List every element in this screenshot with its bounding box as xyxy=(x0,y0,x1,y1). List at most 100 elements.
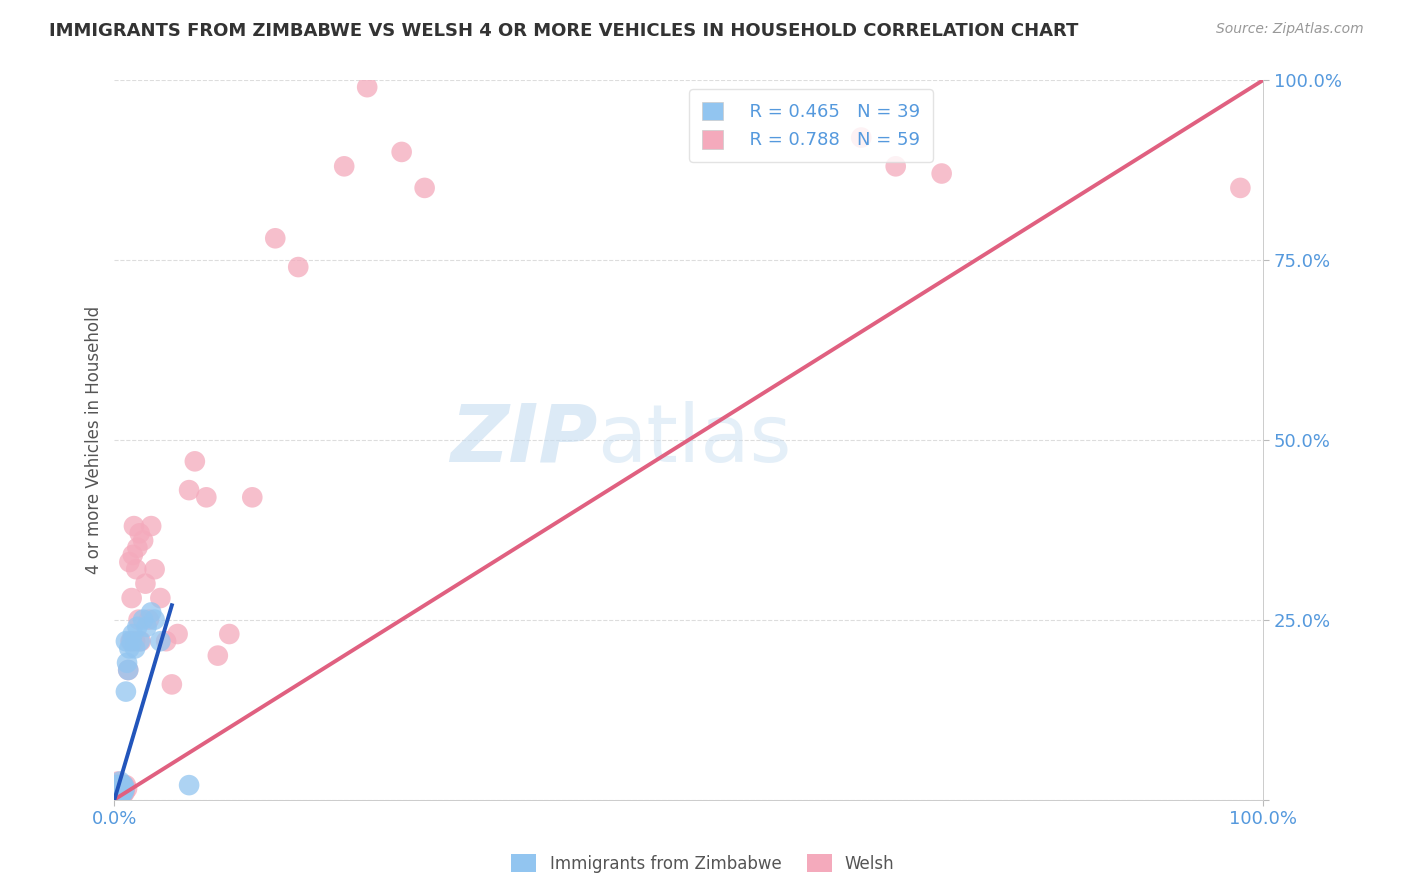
Point xyxy=(121,591,143,605)
Point xyxy=(884,159,907,173)
Point xyxy=(104,778,127,792)
Point xyxy=(108,785,131,799)
Point xyxy=(108,778,131,792)
Point xyxy=(149,634,172,648)
Point xyxy=(177,483,200,497)
Text: ZIP: ZIP xyxy=(450,401,598,479)
Point xyxy=(155,634,177,648)
Point xyxy=(287,260,309,274)
Point xyxy=(111,789,134,803)
Point xyxy=(112,785,135,799)
Point xyxy=(184,454,207,468)
Point xyxy=(105,785,128,799)
Point xyxy=(110,781,132,796)
Point xyxy=(931,167,953,181)
Text: atlas: atlas xyxy=(598,401,792,479)
Point xyxy=(127,541,149,555)
Point xyxy=(108,774,131,789)
Point xyxy=(356,80,378,95)
Y-axis label: 4 or more Vehicles in Household: 4 or more Vehicles in Household xyxy=(86,306,103,574)
Point xyxy=(115,781,138,796)
Point xyxy=(104,778,127,792)
Point xyxy=(218,627,240,641)
Point xyxy=(105,789,128,803)
Point xyxy=(134,576,156,591)
Point xyxy=(120,634,142,648)
Point xyxy=(104,781,127,796)
Point xyxy=(177,778,200,792)
Point xyxy=(118,641,141,656)
Point xyxy=(132,533,155,548)
Point xyxy=(107,781,129,796)
Point xyxy=(138,613,160,627)
Point xyxy=(110,785,132,799)
Point xyxy=(107,789,129,803)
Point xyxy=(135,620,157,634)
Point xyxy=(115,778,138,792)
Point xyxy=(108,781,131,796)
Point xyxy=(108,785,131,799)
Point xyxy=(105,778,128,792)
Point xyxy=(127,620,149,634)
Point xyxy=(107,778,129,792)
Point xyxy=(124,641,146,656)
Point xyxy=(1229,181,1251,195)
Point xyxy=(413,181,436,195)
Point xyxy=(121,634,143,648)
Point xyxy=(115,684,138,698)
Point xyxy=(105,785,128,799)
Point xyxy=(111,785,134,799)
Point xyxy=(160,677,183,691)
Text: Source: ZipAtlas.com: Source: ZipAtlas.com xyxy=(1216,22,1364,37)
Point xyxy=(105,778,128,792)
Point xyxy=(108,789,131,803)
Point xyxy=(143,562,166,576)
Point xyxy=(115,656,138,670)
Point xyxy=(124,634,146,648)
Point xyxy=(112,778,135,792)
Point xyxy=(111,778,134,792)
Point xyxy=(108,789,131,803)
Point xyxy=(112,785,135,799)
Point xyxy=(851,130,873,145)
Point xyxy=(110,785,132,799)
Point xyxy=(117,663,139,677)
Point xyxy=(117,663,139,677)
Point xyxy=(333,159,356,173)
Point xyxy=(125,562,148,576)
Point xyxy=(166,627,188,641)
Point xyxy=(107,789,129,803)
Point xyxy=(104,785,127,799)
Point xyxy=(121,548,143,562)
Point xyxy=(108,785,131,799)
Point xyxy=(195,491,218,505)
Point xyxy=(391,145,413,159)
Point xyxy=(141,606,163,620)
Point xyxy=(104,785,127,799)
Point xyxy=(264,231,287,245)
Point xyxy=(128,634,150,648)
Point xyxy=(118,555,141,569)
Point xyxy=(114,785,136,799)
Point xyxy=(207,648,229,663)
Point xyxy=(110,778,132,792)
Point xyxy=(105,789,128,803)
Point xyxy=(129,634,152,648)
Point xyxy=(112,778,135,792)
Point xyxy=(132,613,155,627)
Point xyxy=(105,781,128,796)
Legend: Immigrants from Zimbabwe, Welsh: Immigrants from Zimbabwe, Welsh xyxy=(505,847,901,880)
Point xyxy=(108,789,131,803)
Point xyxy=(128,613,150,627)
Point xyxy=(114,781,136,796)
Point xyxy=(107,785,129,799)
Point xyxy=(107,774,129,789)
Point xyxy=(114,781,136,796)
Point xyxy=(121,627,143,641)
Point xyxy=(143,613,166,627)
Point xyxy=(108,778,131,792)
Legend:   R = 0.465   N = 39,   R = 0.788   N = 59: R = 0.465 N = 39, R = 0.788 N = 59 xyxy=(689,89,932,162)
Point xyxy=(111,778,134,792)
Point xyxy=(128,526,150,541)
Point xyxy=(115,634,138,648)
